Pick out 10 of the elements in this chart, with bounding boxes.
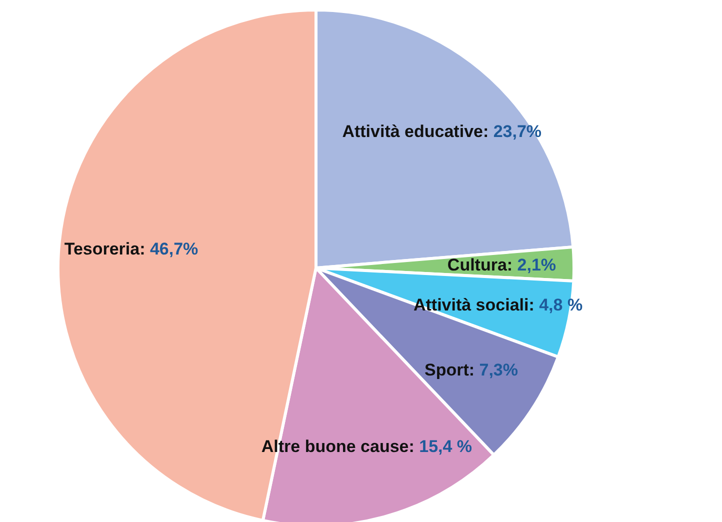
slice-label: Altre buone cause xyxy=(261,437,409,456)
slice-label: Tesoreria xyxy=(64,239,140,258)
data-label: : 46,7% xyxy=(140,239,198,258)
data-label: : 2,1% xyxy=(506,256,556,275)
slice-label: Cultura xyxy=(447,256,508,275)
data-label: : 15,4 % xyxy=(408,437,472,456)
data-label: : 7,3% xyxy=(468,360,518,380)
slice-label: Sport xyxy=(424,360,470,380)
slice-label: Attività sociali xyxy=(413,296,529,315)
slice-label: Attività educative xyxy=(342,122,483,141)
